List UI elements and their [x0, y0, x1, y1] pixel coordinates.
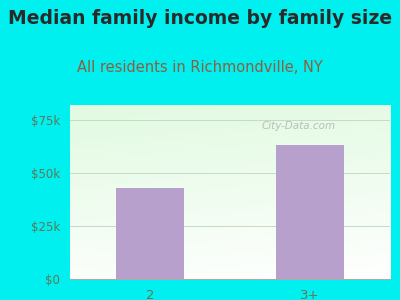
Bar — [116, 188, 184, 279]
Text: All residents in Richmondville, NY: All residents in Richmondville, NY — [77, 60, 323, 75]
Bar — [276, 145, 344, 279]
Text: Median family income by family size: Median family income by family size — [8, 9, 392, 28]
Text: City-Data.com: City-Data.com — [262, 121, 336, 131]
